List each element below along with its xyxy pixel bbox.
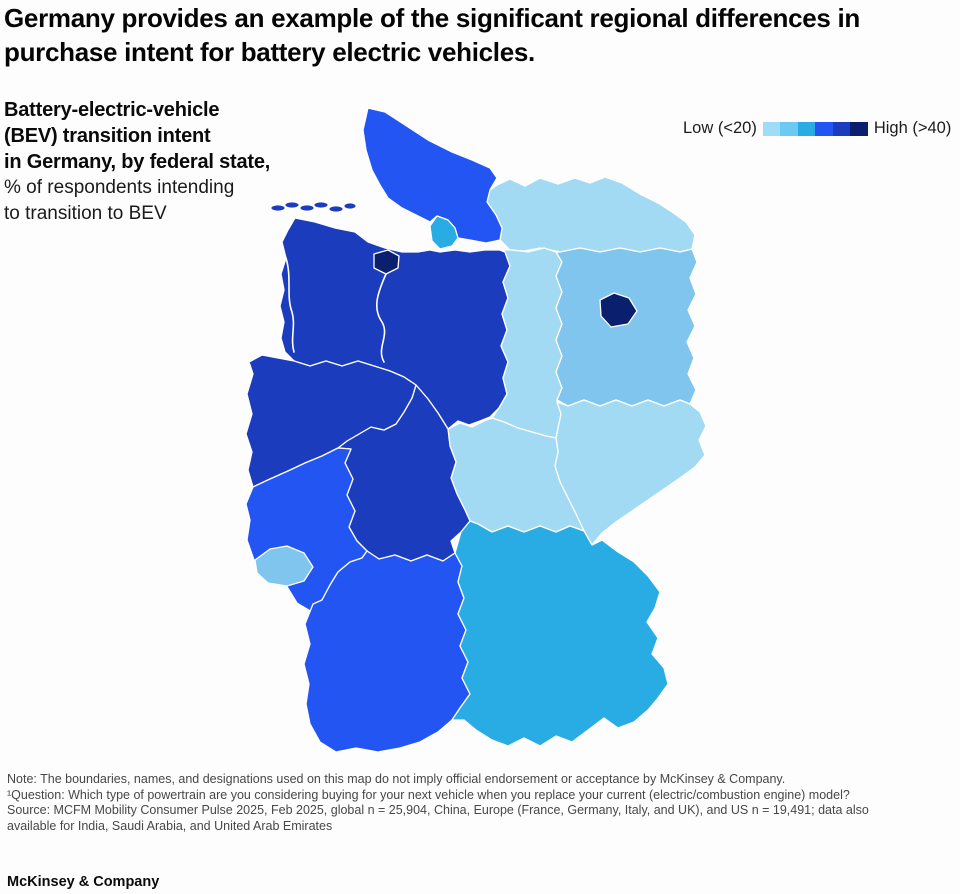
state-schleswig-holstein: [362, 107, 503, 244]
footnote-note: Note: The boundaries, names, and designa…: [7, 772, 786, 786]
chart-subtitle-line: to transition to BEV: [4, 203, 167, 224]
exhibit-title-line1: Germany provides an example of the signi…: [4, 3, 861, 33]
legend-ramp: [762, 121, 868, 136]
mckinsey-company-logo: McKinsey & Company: [7, 874, 160, 890]
state-berlin: [599, 292, 638, 328]
chart-title-line: Battery-electric-vehicle: [4, 99, 220, 121]
germany-choropleth-map: [245, 107, 707, 753]
east-frisian-islands: [270, 201, 357, 213]
chart-title-line: in Germany, by federal state,: [4, 151, 271, 173]
state-bremen: [373, 249, 400, 275]
footnote-source-line1: Source: MCFM Mobility Consumer Pulse 202…: [7, 803, 869, 817]
state-hamburg: [429, 215, 459, 250]
state-saarland: [254, 545, 314, 587]
chart-title-block: Battery-electric-vehicle (BEV) transitio…: [4, 97, 270, 227]
legend-swatch-6: [850, 121, 868, 136]
legend-swatch-5: [832, 121, 851, 136]
legend-high-label: High (>40): [873, 119, 952, 137]
legend-swatch-3: [797, 121, 816, 136]
state-mecklenburg-vorpommern: [486, 176, 696, 253]
river-weser-line: [375, 273, 387, 363]
legend: Low (<20) High (>40): [683, 119, 951, 138]
chart-subtitle-line: % of respondents intending: [4, 177, 235, 198]
state-bavaria: [451, 520, 669, 747]
state-north-rhine-westphalia: [245, 354, 417, 488]
footnote-source-line2: available for India, Saudi Arabia, and U…: [7, 818, 333, 833]
exhibit-title: Germany provides an example of the signi…: [4, 1, 860, 69]
footnote-question: ¹Question: Which type of powertrain are …: [7, 787, 850, 802]
legend-low-label: Low (<20): [683, 119, 757, 137]
legend-swatch-1: [762, 121, 781, 136]
river-ems-line: [285, 257, 295, 353]
legend-swatch-2: [780, 121, 798, 136]
chart-title-line: (BEV) transition intent: [4, 125, 211, 147]
footnotes: Note: The boundaries, names, and designa…: [7, 772, 957, 834]
legend-swatch-4: [815, 121, 833, 136]
state-brandenburg: [555, 247, 698, 407]
exhibit-title-line2: purchase intent for battery electric veh…: [4, 37, 535, 67]
